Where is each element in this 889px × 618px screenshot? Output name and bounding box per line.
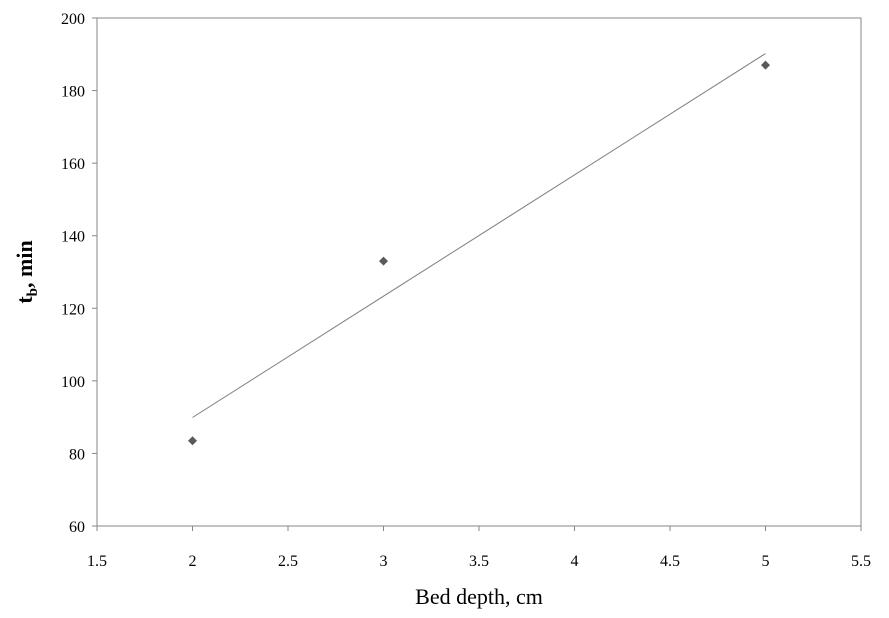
y-tick-label: 160 xyxy=(61,156,85,173)
x-tick-label: 1.5 xyxy=(87,553,107,570)
y-tick-label: 180 xyxy=(61,84,85,101)
trendline xyxy=(192,53,766,418)
x-tick-label: 4 xyxy=(571,553,579,570)
data-point xyxy=(761,60,770,70)
plot-frame xyxy=(96,17,862,527)
x-tick-label: 3.5 xyxy=(469,553,489,570)
y-label-main: t xyxy=(12,296,37,304)
y-tick-label: 80 xyxy=(69,446,85,463)
y-axis-label: tb, min xyxy=(12,240,41,303)
y-tick-label: 140 xyxy=(61,229,85,246)
y-tick-label: 120 xyxy=(61,301,85,318)
x-tick-label: 4.5 xyxy=(660,553,680,570)
x-tick-label: 2 xyxy=(189,553,197,570)
x-tick-label: 5 xyxy=(762,553,770,570)
x-tick-label: 5.5 xyxy=(851,553,871,570)
x-axis-label: Bed depth, cm xyxy=(415,584,543,609)
y-tick-label: 200 xyxy=(61,11,85,28)
y-tick-label: 100 xyxy=(61,374,85,391)
x-tick-label: 3 xyxy=(380,553,388,570)
y-tick-label: 60 xyxy=(69,519,85,536)
data-point xyxy=(379,256,388,266)
y-label-suffix: , min xyxy=(12,240,37,288)
x-tick-label: 2.5 xyxy=(278,553,298,570)
data-point xyxy=(188,436,197,446)
y-label-sub: b xyxy=(25,288,41,296)
